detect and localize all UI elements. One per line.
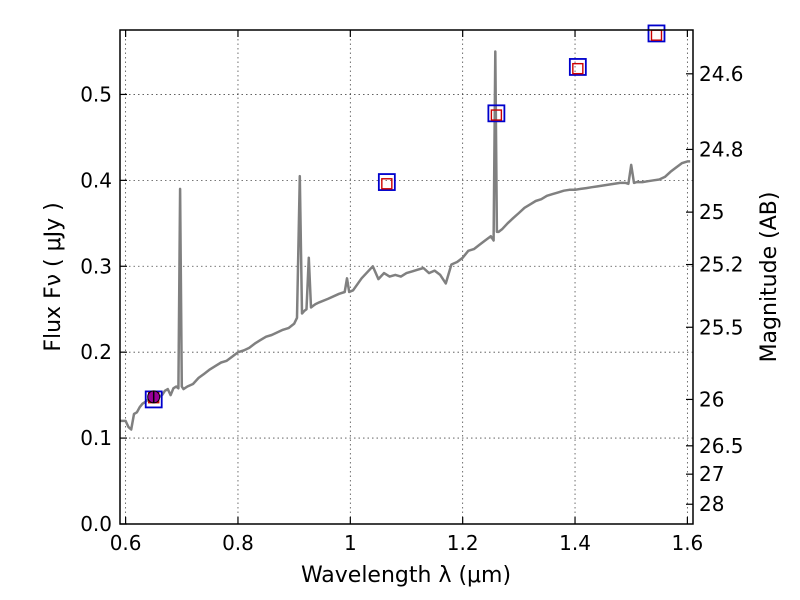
observed-flux-marker <box>381 178 393 190</box>
x-tick-label: 0.6 <box>110 531 142 555</box>
model-broadband-marker <box>377 173 396 191</box>
right-tick-label: 25 <box>699 200 724 224</box>
y-tick-label: 0.1 <box>80 426 112 450</box>
right-tick-label: 27 <box>699 462 724 486</box>
y-tick-label: 0.0 <box>80 512 112 536</box>
right-tick-label: 25.5 <box>699 315 744 339</box>
x-axis-ticks: 0.6 0.8 1 1.2 1.4 1.6 <box>110 30 703 555</box>
right-axis-ticks: 24.6 24.8 25 25.2 25.5 26 26.5 27 28 <box>686 62 744 516</box>
y-tick-label: 0.2 <box>80 340 112 364</box>
x-tick-label: 1 <box>344 531 357 555</box>
x-tick-label: 1.2 <box>447 531 479 555</box>
observed-flux-marker <box>572 62 584 75</box>
model-broadband-marker <box>568 58 587 76</box>
x-tick-label: 0.8 <box>222 531 254 555</box>
right-tick-label: 24.8 <box>699 137 744 161</box>
plot-frame <box>119 29 694 525</box>
right-tick-label: 26.5 <box>699 434 744 458</box>
right-axis-title: Magnitude (AB) <box>757 192 782 363</box>
model-broadband-marker <box>647 24 666 43</box>
right-tick-label: 28 <box>699 492 724 516</box>
spectrum-line <box>120 50 691 431</box>
y-tick-label: 0.4 <box>80 168 112 192</box>
right-tick-label: 26 <box>699 387 724 411</box>
right-tick-label: 24.6 <box>699 62 744 86</box>
right-tick-label: 25.2 <box>699 253 744 277</box>
x-axis-title: Wavelength λ (μm) <box>301 563 511 588</box>
observed-flux-marker <box>490 109 503 121</box>
x-tick-label: 1.4 <box>559 531 591 555</box>
y-axis-ticks: 0.0 0.1 0.2 0.3 0.4 0.5 <box>80 82 127 536</box>
y-tick-label: 0.5 <box>80 82 112 106</box>
x-tick-label: 1.6 <box>671 531 703 555</box>
model-broadband-marker <box>487 104 506 123</box>
y-axis-title: Flux Fν ( μJy ) <box>41 202 66 351</box>
y-tick-label: 0.3 <box>80 254 112 278</box>
